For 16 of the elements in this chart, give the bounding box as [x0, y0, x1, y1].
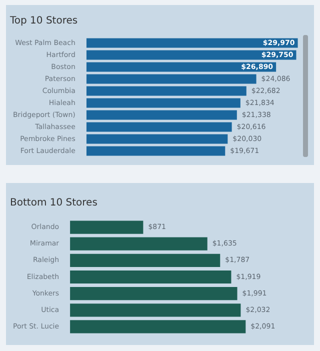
bar — [70, 270, 232, 284]
bar — [86, 98, 240, 108]
chart-title: Top 10 Stores — [9, 16, 78, 27]
bar — [70, 287, 238, 300]
bar — [86, 110, 237, 120]
bar — [70, 304, 241, 317]
chart-title: Bottom 10 Stores — [10, 198, 98, 209]
bar — [86, 122, 232, 132]
bar — [70, 237, 208, 250]
bar — [70, 320, 246, 334]
bar — [86, 146, 226, 156]
bar — [70, 254, 220, 267]
bar — [86, 134, 228, 144]
bar — [86, 74, 256, 84]
bar — [70, 220, 144, 234]
bar — [86, 86, 246, 96]
